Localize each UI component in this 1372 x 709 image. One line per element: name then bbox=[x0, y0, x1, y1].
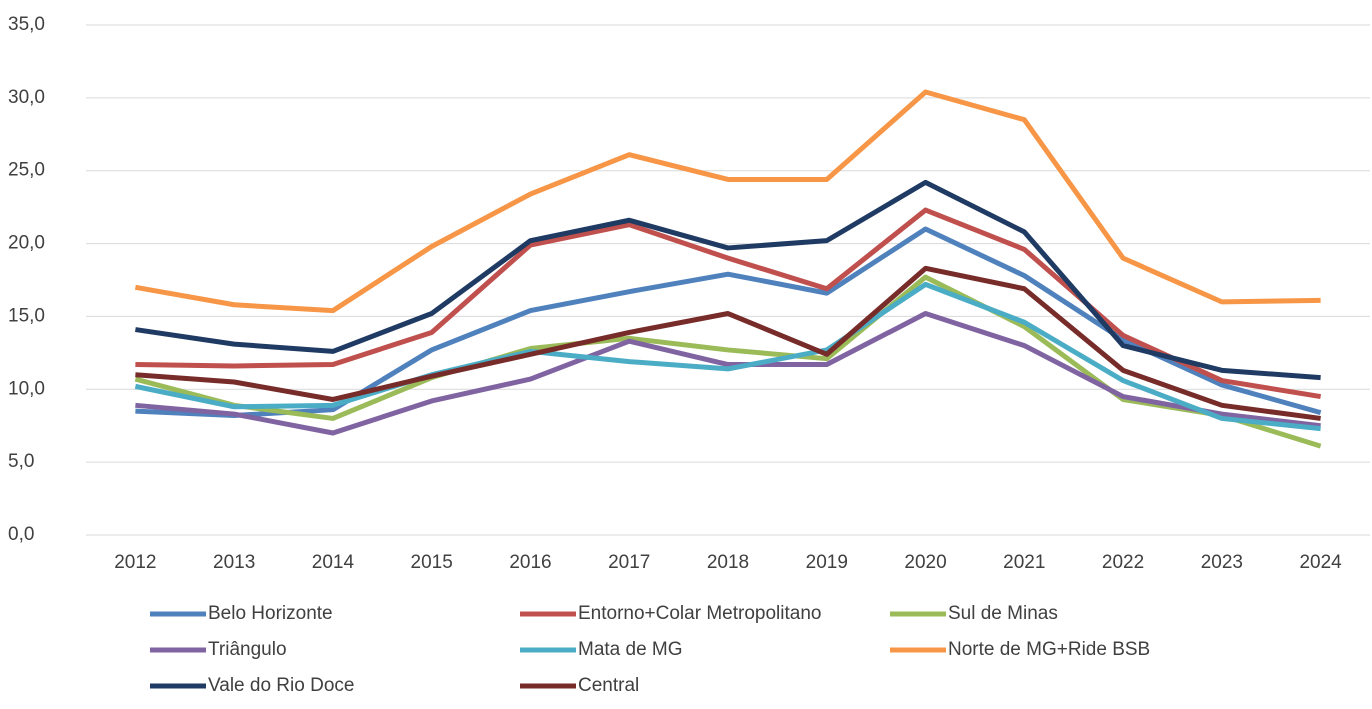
legend-label: Vale do Rio Doce bbox=[208, 675, 354, 696]
y-tick-label: 20,0 bbox=[8, 233, 45, 254]
x-tick-label: 2016 bbox=[509, 552, 551, 573]
series-line bbox=[134, 89, 1321, 314]
x-tick-label: 2022 bbox=[1102, 552, 1144, 573]
y-tick-label: 25,0 bbox=[8, 160, 45, 181]
series-line bbox=[135, 179, 1321, 381]
x-tick-label: 2021 bbox=[1003, 552, 1045, 573]
series-line bbox=[135, 226, 1322, 419]
x-tick-label: 2012 bbox=[114, 552, 156, 573]
x-tick-label: 2013 bbox=[213, 552, 255, 573]
legend-label: Mata de MG bbox=[578, 639, 683, 660]
y-tick-label: 5,0 bbox=[8, 451, 34, 472]
x-tick-label: 2023 bbox=[1201, 552, 1243, 573]
series-line bbox=[135, 311, 1321, 436]
x-tick-label: 2024 bbox=[1299, 552, 1342, 573]
y-tick-label: 35,0 bbox=[8, 14, 45, 35]
series-line bbox=[135, 207, 1322, 400]
x-tick-label: 2017 bbox=[608, 552, 650, 573]
x-tick-label: 2020 bbox=[904, 552, 946, 573]
x-tick-label: 2018 bbox=[707, 552, 749, 573]
series-line bbox=[134, 274, 1322, 449]
legend-label: Norte de MG+Ride BSB bbox=[948, 639, 1150, 660]
y-tick-label: 15,0 bbox=[8, 305, 45, 326]
legend-label: Belo Horizonte bbox=[208, 603, 333, 624]
y-tick-label: 0,0 bbox=[8, 524, 34, 545]
x-tick-label: 2014 bbox=[312, 552, 355, 573]
y-tick-label: 30,0 bbox=[8, 87, 45, 108]
x-tick-label: 2015 bbox=[411, 552, 453, 573]
series-line bbox=[135, 265, 1321, 421]
y-tick-label: 10,0 bbox=[8, 378, 45, 399]
legend-label: Sul de Minas bbox=[948, 603, 1058, 624]
series-line bbox=[134, 281, 1321, 432]
x-tick-label: 2019 bbox=[806, 552, 848, 573]
legend-label: Central bbox=[578, 675, 639, 696]
legend-label: Triângulo bbox=[208, 639, 287, 660]
legend-label: Entorno+Colar Metropolitano bbox=[578, 603, 821, 624]
